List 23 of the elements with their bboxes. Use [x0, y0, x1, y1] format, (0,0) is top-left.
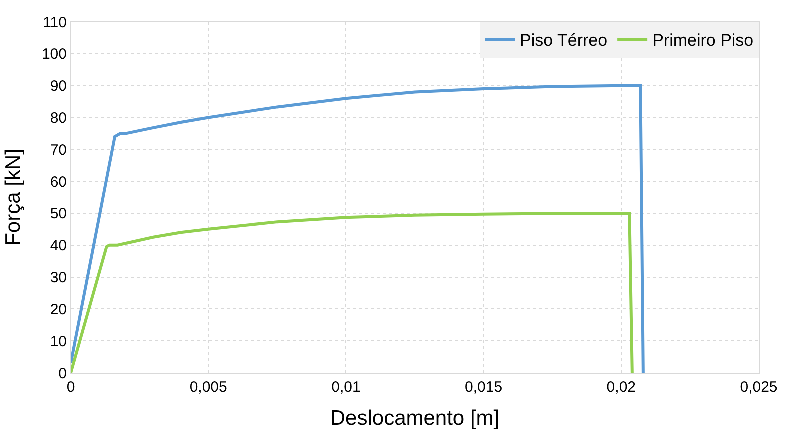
y-tick-label: 60 [50, 174, 67, 191]
y-tick-label: 10 [50, 333, 67, 350]
y-tick-label: 70 [50, 142, 67, 159]
legend-label: Primeiro Piso [652, 31, 754, 50]
y-tick-label: 110 [43, 14, 67, 32]
y-tick-label: 90 [50, 78, 67, 96]
x-tick-label: 0,025 [740, 379, 778, 396]
y-tick-label: 0 [58, 365, 67, 382]
x-axis-title: Deslocamento [m] [330, 407, 500, 430]
x-tick-label: 0,02 [606, 379, 636, 396]
y-tick-label: 30 [50, 270, 67, 287]
x-tick-label: 0,01 [332, 379, 361, 396]
y-tick-label: 100 [42, 46, 67, 64]
line-series [71, 212, 634, 373]
y-tick-label: 40 [50, 238, 67, 255]
x-tick-label: 0,015 [465, 379, 503, 396]
y-tick-label: 50 [50, 206, 67, 223]
y-tick-label: 80 [50, 110, 67, 127]
line-series [71, 84, 645, 373]
y-tick-label: 20 [50, 301, 67, 318]
y-axis-title: Força [kN] [2, 149, 26, 246]
x-tick-label: 0,005 [190, 379, 228, 396]
legend-label: Piso Térreo [520, 31, 608, 50]
